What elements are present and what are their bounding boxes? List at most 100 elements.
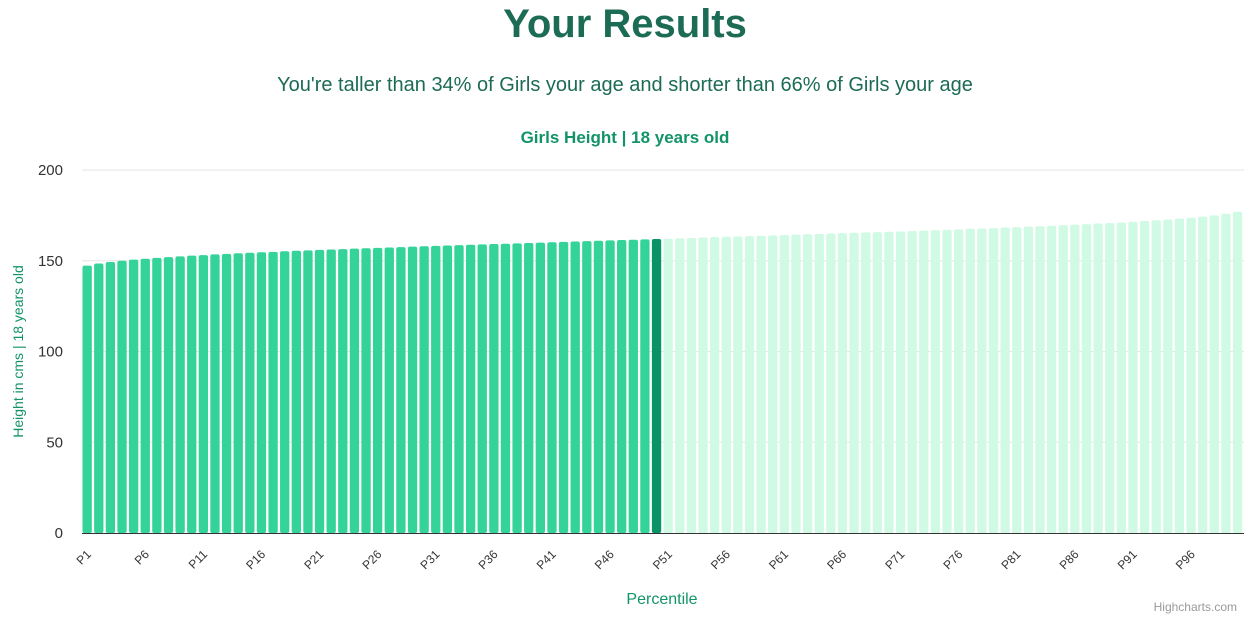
- bar-P70[interactable]: [884, 231, 894, 533]
- bar-P11[interactable]: [198, 255, 209, 533]
- bar-P84[interactable]: [1046, 225, 1057, 533]
- bar-P12[interactable]: [210, 254, 220, 533]
- bar-P60[interactable]: [768, 235, 778, 533]
- credits-link[interactable]: Highcharts.com: [1153, 600, 1237, 614]
- bar-P34[interactable]: [465, 244, 476, 533]
- bar-P26[interactable]: [373, 247, 383, 533]
- bar-P8[interactable]: [163, 257, 174, 533]
- bar-P53[interactable]: [686, 237, 697, 534]
- bar-P88[interactable]: [1093, 223, 1103, 534]
- bar-P31[interactable]: [431, 245, 441, 533]
- bar-P64[interactable]: [814, 233, 824, 533]
- bar-P2[interactable]: [94, 263, 104, 533]
- bar-P98[interactable]: [1209, 215, 1219, 533]
- bar-P59[interactable]: [756, 235, 766, 533]
- bar-P62[interactable]: [791, 234, 801, 533]
- bar-P95[interactable]: [1174, 218, 1185, 533]
- bar-P10[interactable]: [187, 255, 197, 533]
- bar-P52[interactable]: [675, 238, 685, 533]
- bar-P86[interactable]: [1070, 224, 1080, 533]
- bar-P19[interactable]: [291, 250, 301, 533]
- bar-P17[interactable]: [268, 251, 278, 533]
- bar-P30[interactable]: [419, 246, 429, 534]
- bar-P87[interactable]: [1081, 224, 1092, 533]
- bar-P40[interactable]: [535, 242, 545, 533]
- bar-P69[interactable]: [872, 232, 882, 533]
- bar-P22[interactable]: [326, 249, 336, 533]
- bar-P6[interactable]: [140, 258, 150, 533]
- bar-P29[interactable]: [407, 246, 418, 533]
- bar-P43[interactable]: [570, 241, 580, 534]
- bar-P23[interactable]: [338, 249, 348, 533]
- bar-P89[interactable]: [1105, 222, 1115, 534]
- bar-P65[interactable]: [826, 233, 836, 533]
- bar-P79[interactable]: [988, 228, 999, 533]
- bar-P44[interactable]: [582, 241, 592, 533]
- bar-P93[interactable]: [1151, 220, 1161, 533]
- bar-P81[interactable]: [1012, 227, 1022, 534]
- bar-P77[interactable]: [965, 228, 975, 533]
- bar-P48[interactable]: [628, 239, 638, 534]
- bar-P55[interactable]: [709, 237, 720, 533]
- bar-P16[interactable]: [256, 252, 267, 534]
- bar-P61[interactable]: [779, 234, 790, 534]
- bar-P78[interactable]: [977, 228, 987, 533]
- bar-P7[interactable]: [152, 257, 162, 533]
- bar-P74[interactable]: [930, 230, 941, 533]
- bar-P91[interactable]: [1128, 221, 1138, 534]
- bar-P75[interactable]: [942, 229, 952, 533]
- bar-P47[interactable]: [617, 240, 627, 533]
- bar-P46[interactable]: [605, 240, 615, 533]
- bar-P21[interactable]: [314, 249, 325, 534]
- bar-P56[interactable]: [721, 236, 731, 534]
- bar-P66[interactable]: [837, 233, 848, 534]
- bar-P15[interactable]: [245, 252, 255, 533]
- bar-P39[interactable]: [524, 242, 534, 533]
- bar-P32[interactable]: [442, 245, 453, 533]
- bar-P28[interactable]: [396, 247, 406, 533]
- bar-P58[interactable]: [744, 236, 755, 534]
- bar-P18[interactable]: [280, 251, 290, 533]
- bar-P1[interactable]: [82, 265, 92, 533]
- bar-P9[interactable]: [175, 256, 185, 533]
- bar-P14[interactable]: [233, 253, 243, 533]
- bar-P100[interactable]: [1232, 211, 1243, 533]
- bar-P57[interactable]: [733, 236, 743, 533]
- bar-P13[interactable]: [221, 253, 232, 533]
- bar-P25[interactable]: [361, 248, 371, 533]
- bar-P54[interactable]: [698, 237, 708, 533]
- bar-P97[interactable]: [1198, 216, 1208, 533]
- bar-P20[interactable]: [303, 250, 313, 534]
- bar-P41[interactable]: [547, 242, 557, 533]
- bar-P5[interactable]: [128, 259, 139, 533]
- bar-P67[interactable]: [849, 232, 859, 533]
- bar-P63[interactable]: [802, 234, 813, 533]
- bar-P50[interactable]: [651, 238, 662, 533]
- bar-P92[interactable]: [1139, 221, 1150, 533]
- bar-P3[interactable]: [105, 262, 116, 533]
- bar-P38[interactable]: [512, 243, 522, 534]
- bar-P73[interactable]: [919, 230, 929, 533]
- bar-P49[interactable]: [640, 239, 650, 533]
- bar-P96[interactable]: [1186, 217, 1196, 533]
- bar-P36[interactable]: [489, 244, 499, 533]
- bar-P4[interactable]: [117, 260, 127, 533]
- bar-P71[interactable]: [895, 231, 906, 534]
- bar-P51[interactable]: [663, 238, 673, 533]
- bar-P94[interactable]: [1163, 219, 1173, 533]
- bar-P80[interactable]: [1000, 227, 1010, 533]
- bar-P83[interactable]: [1035, 226, 1045, 533]
- bar-P24[interactable]: [349, 248, 360, 534]
- bar-P68[interactable]: [861, 232, 871, 533]
- bar-P35[interactable]: [477, 244, 487, 534]
- bar-P76[interactable]: [954, 229, 964, 533]
- bar-P90[interactable]: [1116, 222, 1126, 534]
- bar-P99[interactable]: [1221, 213, 1231, 533]
- bar-P72[interactable]: [907, 230, 917, 533]
- bar-P85[interactable]: [1058, 225, 1068, 533]
- bar-P45[interactable]: [593, 240, 604, 533]
- bar-P33[interactable]: [454, 245, 464, 534]
- bar-P42[interactable]: [558, 241, 569, 533]
- bar-P27[interactable]: [384, 247, 394, 534]
- bar-P37[interactable]: [500, 243, 511, 533]
